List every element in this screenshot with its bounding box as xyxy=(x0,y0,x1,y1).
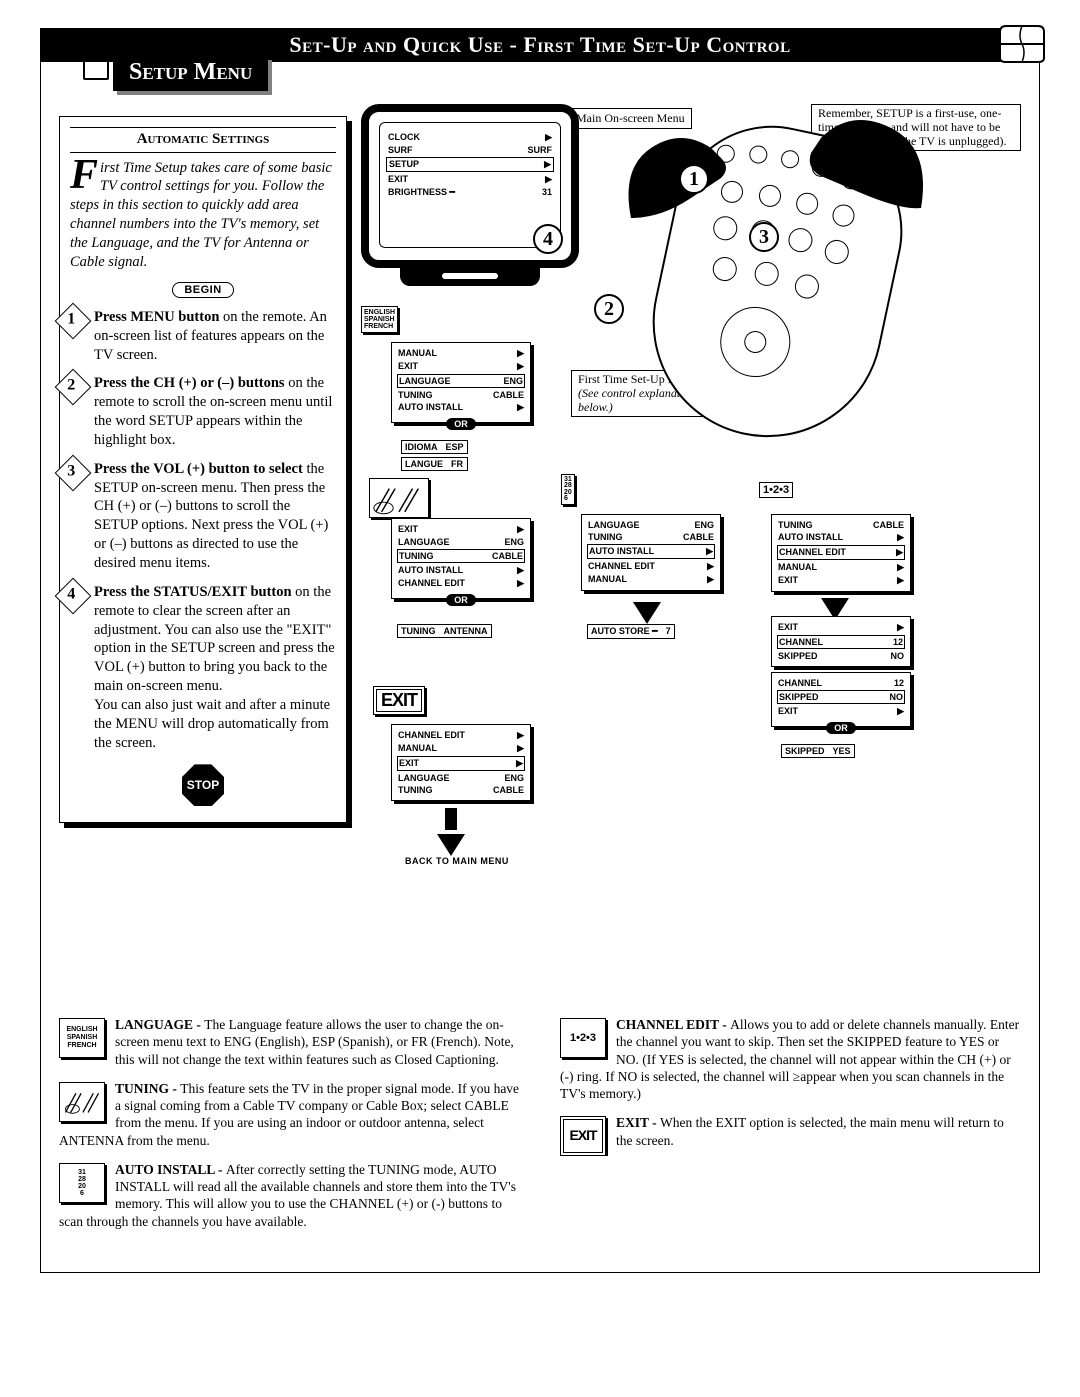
big-number-3: 3 xyxy=(749,222,779,252)
menu-row: AUTO INSTALL▶ xyxy=(777,531,905,544)
antenna-icon xyxy=(369,478,429,518)
diagram-area: Main On-screen Menu Remember, SETUP is a… xyxy=(361,116,1021,986)
menu-row: SETUP▶ xyxy=(386,157,554,172)
remote-illustration xyxy=(591,98,971,478)
gloss-language: ENGLISH SPANISH FRENCH LANGUAGE - The La… xyxy=(59,1016,520,1068)
gloss-channel-edit: 1•2•3 CHANNEL EDIT - Allows you to add o… xyxy=(560,1016,1021,1102)
menu-row: LANGUAGEENG xyxy=(397,536,525,548)
instruction-box: Automatic Settings F irst Time Setup tak… xyxy=(59,116,347,823)
dropcap: F xyxy=(70,159,100,191)
menu-row: BRIGHTNESS ━31 xyxy=(386,186,554,199)
menu-row: CHANNEL12 xyxy=(777,635,905,649)
language-flag-icon: ENGLISH SPANISH FRENCH xyxy=(361,306,398,333)
menu-row: EXIT▶ xyxy=(397,523,525,536)
counter-icon: 31 28 20 6 xyxy=(59,1163,105,1203)
menu-row: EXIT▶ xyxy=(777,574,905,587)
tag-idioma: IDIOMAESP xyxy=(401,440,468,454)
begin-pill: BEGIN xyxy=(172,282,234,298)
tag-tuning-antenna: TUNINGANTENNA xyxy=(397,624,492,638)
gloss-auto-install: 31 28 20 6 AUTO INSTALL - After correctl… xyxy=(59,1161,520,1230)
tv-illustration: CLOCK▶SURFSURFSETUP▶EXIT▶BRIGHTNESS ━31 xyxy=(361,104,579,304)
back-to-main-label: BACK TO MAIN MENU xyxy=(405,856,509,866)
step-badge-1: 1 xyxy=(55,302,92,339)
big-number-1: 1 xyxy=(679,164,709,194)
menu-row: LANGUAGEENG xyxy=(397,374,525,388)
tag-langue: LANGUEFR xyxy=(401,457,468,471)
menu-row: MANUAL▶ xyxy=(587,573,715,586)
or-bubble: OR xyxy=(826,722,856,734)
panel-language: MANUAL▶EXIT▶LANGUAGEENGTUNINGCABLEAUTO I… xyxy=(391,342,531,423)
menu-row: SURFSURF xyxy=(386,144,554,156)
panel-exit: CHANNEL EDIT▶MANUAL▶EXIT▶LANGUAGEENGTUNI… xyxy=(391,724,531,801)
page-title: Set-Up and Quick Use - First Time Set-Up… xyxy=(289,32,790,57)
outer-frame: Setup Menu Automatic Settings F irst Tim… xyxy=(40,62,1040,1273)
menu-row: AUTO INSTALL▶ xyxy=(397,564,525,577)
menu-row: TUNINGCABLE xyxy=(777,519,905,531)
panel-channel-edit: TUNINGCABLEAUTO INSTALL▶CHANNEL EDIT▶MAN… xyxy=(771,514,911,592)
tag-123-icon: 1•2•3 xyxy=(560,1018,606,1058)
menu-row: MANUAL▶ xyxy=(397,347,525,360)
menu-row: LANGUAGEENG xyxy=(397,772,525,784)
menu-row: TUNINGCABLE xyxy=(397,389,525,401)
menu-row: EXIT▶ xyxy=(777,705,905,718)
menu-row: TUNINGCABLE xyxy=(587,531,715,543)
menu-row: LANGUAGEENG xyxy=(587,519,715,531)
step-1: 1 Press MENU button on the remote. An on… xyxy=(70,308,336,365)
automatic-settings-header: Automatic Settings xyxy=(70,127,336,153)
tv-rows: CLOCK▶SURFSURFSETUP▶EXIT▶BRIGHTNESS ━31 xyxy=(386,131,554,199)
setup-banner: Setup Menu xyxy=(113,56,268,91)
panel-auto-install: LANGUAGEENGTUNINGCABLEAUTO INSTALL▶CHANN… xyxy=(581,514,721,591)
tag-skipped-yes: SKIPPEDYES xyxy=(781,744,855,758)
or-bubble: OR xyxy=(446,418,476,430)
menu-row: EXIT▶ xyxy=(386,173,554,186)
book-spine-icon xyxy=(998,24,1046,64)
step-4: 4 Press the STATUS/EXIT button on the re… xyxy=(70,583,336,753)
menu-row: TUNINGCABLE xyxy=(397,549,525,563)
step-3: 3 Press the VOL (+) button to select the… xyxy=(70,460,336,573)
menu-row: TUNINGCABLE xyxy=(397,784,525,796)
menu-row: CHANNEL EDIT▶ xyxy=(777,545,905,560)
menu-row: CHANNEL EDIT▶ xyxy=(587,560,715,573)
panel-tuning: EXIT▶LANGUAGEENGTUNINGCABLEAUTO INSTALL▶… xyxy=(391,518,531,599)
menu-row: CHANNEL EDIT▶ xyxy=(397,577,525,590)
step-2: 2 Press the CH (+) or (–) buttons on the… xyxy=(70,374,336,449)
gloss-tuning: TUNING - This feature sets the TV in the… xyxy=(59,1080,520,1149)
or-bubble: OR xyxy=(446,594,476,606)
antenna-icon xyxy=(59,1082,105,1122)
menu-row: EXIT▶ xyxy=(397,756,525,771)
tv-screen: CLOCK▶SURFSURFSETUP▶EXIT▶BRIGHTNESS ━31 xyxy=(379,122,561,248)
big-number-2: 2 xyxy=(594,294,624,324)
tag-123: 1•2•3 xyxy=(759,482,793,498)
big-number-4: 4 xyxy=(533,224,563,254)
language-flag-icon: ENGLISH SPANISH FRENCH xyxy=(59,1018,105,1058)
stop-icon: STOP xyxy=(182,764,224,806)
panel-skip-2: CHANNEL12SKIPPEDNOEXIT▶ OR xyxy=(771,672,911,727)
glossary: ENGLISH SPANISH FRENCH LANGUAGE - The La… xyxy=(59,1016,1021,1242)
menu-row: SKIPPEDNO xyxy=(777,690,905,704)
gloss-exit: EXIT EXIT - When the EXIT option is sele… xyxy=(560,1114,1021,1156)
menu-row: MANUAL▶ xyxy=(397,742,525,755)
tag-auto-store: AUTO STORE ━7 xyxy=(587,624,675,639)
panel-skip-1: EXIT▶CHANNEL12SKIPPEDNO xyxy=(771,616,911,667)
hand-icon xyxy=(781,98,931,228)
exit-icon: EXIT xyxy=(373,686,425,715)
menu-row: AUTO INSTALL▶ xyxy=(587,544,715,559)
menu-row: AUTO INSTALL▶ xyxy=(397,401,525,414)
counter-icon: 31 28 20 6 xyxy=(561,474,575,505)
step-badge-4: 4 xyxy=(55,577,92,614)
menu-row: MANUAL▶ xyxy=(777,561,905,574)
menu-row: EXIT▶ xyxy=(397,360,525,373)
step-badge-2: 2 xyxy=(55,369,92,406)
step-badge-3: 3 xyxy=(55,454,92,491)
menu-row: EXIT▶ xyxy=(777,621,905,634)
menu-row: CHANNEL12 xyxy=(777,677,905,689)
menu-row: CHANNEL EDIT▶ xyxy=(397,729,525,742)
intro-text: F irst Time Setup takes care of some bas… xyxy=(70,159,336,272)
menu-row: SKIPPEDNO xyxy=(777,650,905,662)
menu-row: CLOCK▶ xyxy=(386,131,554,144)
exit-icon: EXIT xyxy=(560,1116,606,1156)
